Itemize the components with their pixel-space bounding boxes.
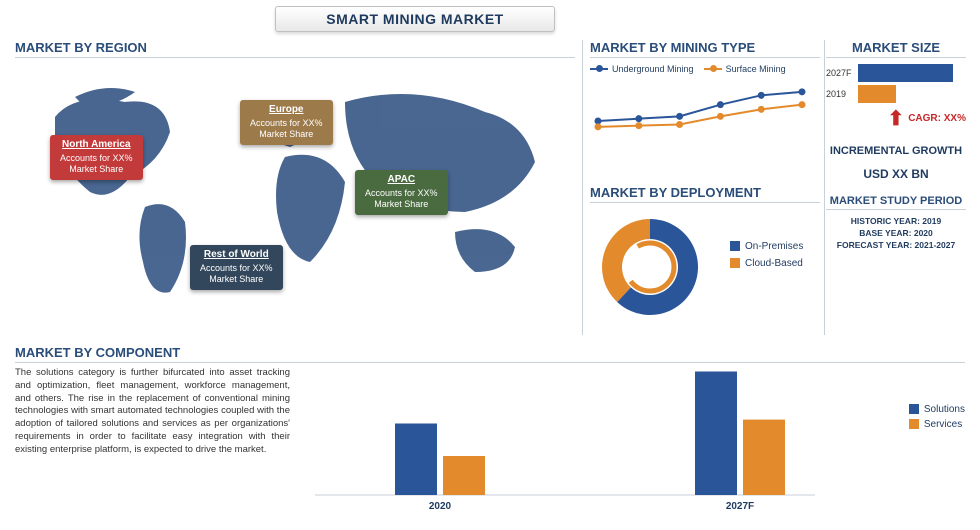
region-share-line: Market Share [374, 199, 428, 209]
region-share-line: Market Share [259, 129, 313, 139]
chart-marker [595, 123, 602, 130]
chart-marker [676, 113, 683, 120]
chart-bar [695, 372, 737, 496]
chart-bar [395, 424, 437, 496]
chart-line [598, 92, 802, 121]
legend-item: Surface Mining [704, 64, 786, 74]
chart-marker [717, 101, 724, 108]
deployment-section: MARKET BY DEPLOYMENT On-Premises Cloud-Ba… [590, 185, 820, 335]
study-line: BASE YEAR: 2020 [826, 228, 966, 240]
region-name: North America [60, 139, 133, 152]
cagr-label: CAGR: XX% [908, 113, 966, 124]
donut-inner-ring [626, 243, 674, 291]
market-size-title: MARKET SIZE [826, 40, 966, 58]
region-name: Europe [250, 104, 323, 117]
chart-marker [676, 121, 683, 128]
study-period-lines: HISTORIC YEAR: 2019BASE YEAR: 2020FORECA… [826, 216, 966, 252]
region-name: APAC [365, 174, 438, 187]
incremental-growth-value: USD XX BN [826, 167, 966, 181]
component-legend: Solutions Services [909, 400, 965, 434]
divider [824, 40, 825, 335]
component-chart: 2020 2027F [315, 355, 825, 510]
mining-type-title: MARKET BY MINING TYPE [590, 40, 820, 58]
chart-bar [443, 456, 485, 495]
chart-category-label: 2020 [429, 501, 452, 510]
chart-marker [799, 88, 806, 95]
legend-item: Solutions [909, 404, 965, 415]
market-size-bar-label: 2019 [826, 89, 858, 99]
chart-marker [635, 115, 642, 122]
deployment-title: MARKET BY DEPLOYMENT [590, 185, 820, 203]
study-line: HISTORIC YEAR: 2019 [826, 216, 966, 228]
market-size-bar [858, 64, 953, 82]
component-description: The solutions category is further bifurc… [15, 367, 290, 457]
region-callout: North AmericaAccounts for XX%Market Shar… [50, 135, 143, 180]
market-size-section: MARKET SIZE 2027F 2019 ⬆ CAGR: XX% INCREM… [826, 40, 966, 252]
mining-type-legend: Underground Mining Surface Mining [590, 62, 820, 74]
chart-marker [758, 92, 765, 99]
chart-bar [743, 420, 785, 495]
legend-item: On-Premises [730, 241, 803, 252]
chart-line [598, 105, 802, 127]
region-share-line: Accounts for XX% [60, 153, 133, 163]
region-share-line: Market Share [209, 274, 263, 284]
divider [582, 40, 583, 335]
legend-item: Services [909, 419, 965, 430]
market-size-bar [858, 85, 896, 103]
page-title: SMART MINING MARKET [275, 6, 555, 32]
deployment-chart [590, 207, 720, 327]
region-share-line: Accounts for XX% [365, 188, 438, 198]
region-share-line: Accounts for XX% [250, 118, 323, 128]
region-share-line: Market Share [69, 164, 123, 174]
deployment-legend: On-Premises Cloud-Based [730, 235, 803, 275]
region-section: MARKET BY REGION North AmericaAccounts f… [15, 40, 575, 330]
legend-item: Cloud-Based [730, 258, 803, 269]
component-section: MARKET BY COMPONENT The solutions catego… [15, 345, 965, 520]
legend-item: Underground Mining [590, 64, 694, 74]
up-arrow-icon: ⬆ [887, 106, 904, 131]
region-share-line: Accounts for XX% [200, 263, 273, 273]
study-period-title: MARKET STUDY PERIOD [826, 195, 966, 210]
market-size-bar-row: 2019 [826, 85, 966, 103]
region-name: Rest of World [200, 249, 273, 262]
study-line: FORECAST YEAR: 2021-2027 [826, 240, 966, 252]
chart-marker [635, 122, 642, 129]
chart-marker [799, 101, 806, 108]
mining-type-chart [590, 76, 815, 161]
market-size-bar-row: 2027F [826, 64, 966, 82]
region-callout: Rest of WorldAccounts for XX%Market Shar… [190, 245, 283, 290]
region-callout: APACAccounts for XX%Market Share [355, 170, 448, 215]
region-title: MARKET BY REGION [15, 40, 575, 58]
market-size-bar-label: 2027F [826, 68, 858, 78]
chart-marker [758, 106, 765, 113]
region-callout: EuropeAccounts for XX%Market Share [240, 100, 333, 145]
chart-category-label: 2027F [726, 501, 754, 510]
incremental-growth-title: INCREMENTAL GROWTH [826, 145, 966, 157]
mining-type-section: MARKET BY MINING TYPE Underground Mining… [590, 40, 820, 180]
chart-marker [717, 113, 724, 120]
